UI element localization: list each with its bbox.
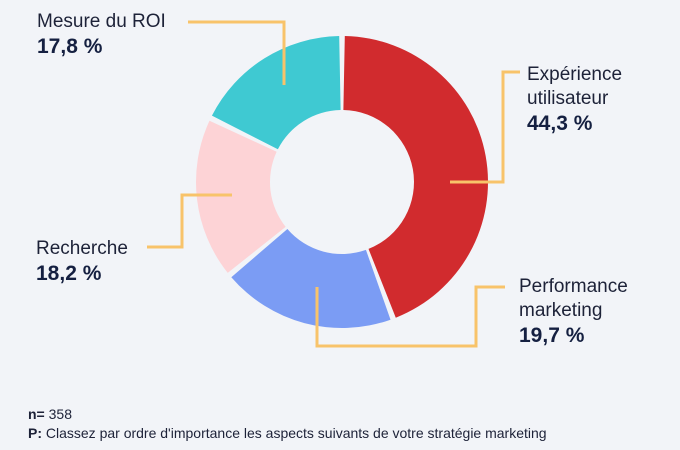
slice-value-1: 19,7 % [519, 324, 585, 347]
slice-value-0: 44,3 % [527, 112, 593, 135]
survey-question: P: Classez par ordre d'importance les as… [28, 424, 547, 443]
donut-slice-1 [231, 228, 391, 328]
slice-value-3: 17,8 % [37, 35, 103, 58]
donut-chart: Expérience utilisateur 44,3 % Performance ma… [36, 11, 628, 348]
slice-label-2-line-0: Recherche [36, 238, 128, 259]
sample-size: n= 358 [28, 405, 547, 424]
sample-size-value: 358 [48, 406, 72, 422]
survey-question-text: Classez par ordre d'importance les aspec… [45, 425, 547, 441]
slice-label-1-line-0: Performance [519, 276, 628, 297]
survey-question-label: P: [28, 425, 42, 441]
chart-footer: n= 358 P: Classez par ordre d'importance… [28, 405, 547, 443]
slice-label-0-line-1: utilisateur [527, 88, 609, 109]
donut-slice-3 [211, 36, 341, 150]
slice-value-2: 18,2 % [36, 262, 102, 285]
slice-label-1-line-1: marketing [519, 300, 602, 321]
slice-label-3-line-0: Mesure du ROI [37, 11, 166, 32]
sample-size-label: n= [28, 406, 45, 422]
donut-slice-2 [196, 120, 286, 273]
leader-line-1 [315, 285, 505, 348]
leader-line-2 [147, 193, 232, 249]
slice-label-0-line-0: Expérience [527, 64, 622, 85]
slice-labels: Expérience utilisateur 44,3 % Performance ma… [36, 11, 628, 347]
leader-line-0 [450, 70, 520, 184]
donut-slice-0 [343, 36, 489, 318]
leader-line-3 [188, 20, 286, 85]
leader-lines [147, 20, 520, 348]
donut-slices [196, 36, 489, 328]
